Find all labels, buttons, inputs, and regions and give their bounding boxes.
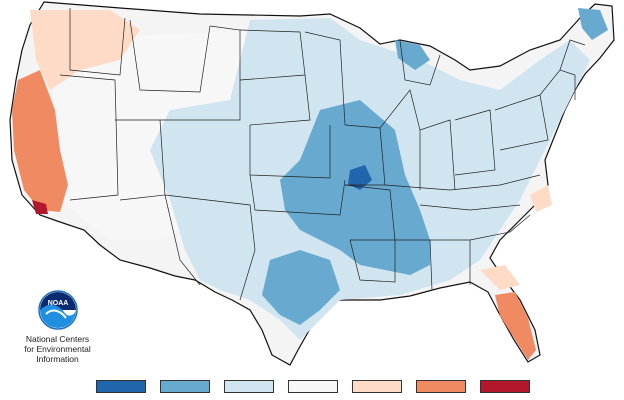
region-below-northeast	[578, 8, 608, 40]
us-anomaly-map	[9, 1, 615, 366]
legend-swatch-slightly-above	[352, 380, 402, 393]
legend-swatch-near-normal	[288, 380, 338, 393]
org-name-line3: Information	[36, 354, 79, 364]
region-below-greatlakes	[395, 40, 430, 70]
region-much-below-missouri	[348, 165, 372, 190]
noaa-logo-icon: NOAA	[37, 290, 78, 330]
legend-swatch-much-above	[480, 380, 530, 393]
legend-swatch-much-below	[96, 380, 146, 393]
state-borders	[59, 8, 586, 301]
region-below-texas	[262, 250, 340, 325]
region-above-florida	[495, 292, 536, 360]
region-above-california	[12, 70, 68, 212]
noaa-logo-text: NOAA	[47, 300, 68, 307]
region-slightly-above-pacific-nw	[30, 10, 140, 90]
org-name-line2: for Environmental	[24, 344, 91, 354]
region-slightly-above-southeast	[480, 265, 520, 290]
legend-swatch-above	[416, 380, 466, 393]
legend-swatch-slightly-below	[224, 380, 274, 393]
region-slightly-above-carolinas	[530, 185, 552, 212]
legend-swatch-below	[160, 380, 210, 393]
noaa-branding: NOAA National Centers for Environmental …	[10, 290, 105, 364]
org-name-line1: National Centers	[25, 334, 90, 344]
region-much-above-socal	[32, 200, 48, 214]
